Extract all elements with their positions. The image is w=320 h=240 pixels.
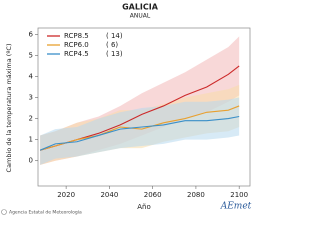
y-tick-label: 0 <box>29 157 33 165</box>
y-tick-label: 1 <box>29 136 33 144</box>
y-tick-label: 5 <box>29 51 33 59</box>
chart-subtitle: ANUAL <box>130 13 151 20</box>
chart: GALICIA ANUAL Año Cambio de la temperatu… <box>1 2 252 216</box>
series-line <box>39 115 240 151</box>
legend-count: ( 6) <box>106 41 118 49</box>
y-axis-label: Cambio de la temperatura máxima (ºC) <box>5 44 13 173</box>
y-tick-label: 6 <box>29 30 34 38</box>
x-tick-label: 2080 <box>187 191 205 199</box>
series-line <box>40 105 240 151</box>
uncertainty-band <box>40 97 240 165</box>
agency-icon <box>1 209 7 215</box>
legend-count: ( 14) <box>106 32 123 40</box>
y-tick-label: 2 <box>29 115 33 123</box>
agency-name: Agencia Estatal de Meteorología <box>9 209 82 216</box>
x-tick-label: 2020 <box>57 191 75 199</box>
legend-label: RCP4.5 <box>64 50 89 58</box>
x-axis-label: Año <box>137 203 151 211</box>
logo: AEmet <box>220 202 252 212</box>
x-tick-label: 2060 <box>144 191 162 199</box>
chart-title: GALICIA <box>122 3 159 12</box>
x-tick-label: 2100 <box>230 191 248 199</box>
y-tick-label: 3 <box>29 94 33 102</box>
legend-label: RCP8.5 <box>64 32 89 40</box>
legend-label: RCP6.0 <box>64 41 89 49</box>
y-tick-label: 4 <box>29 72 34 80</box>
x-tick-label: 2040 <box>100 191 118 199</box>
legend-count: ( 13) <box>106 50 123 58</box>
